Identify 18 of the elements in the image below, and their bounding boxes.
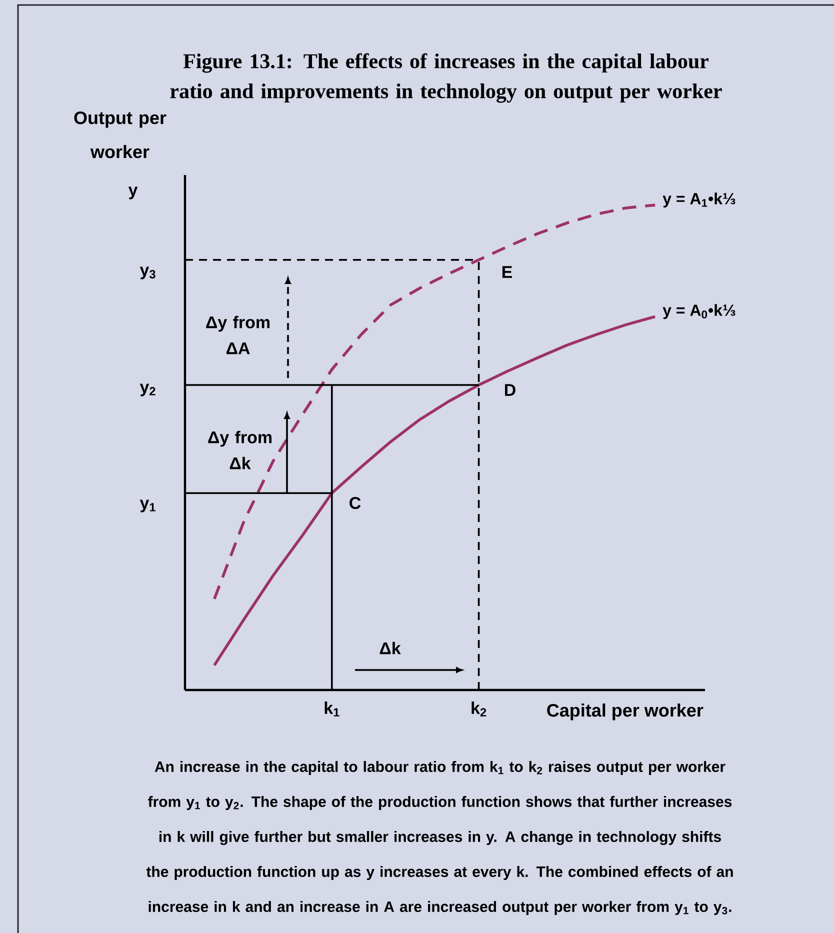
x-tick-label: k$_{1}$ [324, 702, 340, 716]
series-label: y = A$_{0}$•k⅓ [662, 304, 736, 320]
annotation: E [502, 266, 512, 278]
annotation: Δy from Δk [208, 430, 272, 470]
text: y$_{2}$ [140, 384, 156, 396]
series-label: y = A$_{1}$•k⅓ [662, 192, 736, 208]
text: y$_{1}$ [140, 500, 156, 512]
annotation: Δy from ΔA [206, 316, 270, 354]
x-axis-title: Capital per worker [547, 704, 704, 720]
annotation: D [505, 384, 516, 396]
annotation: Δk [380, 642, 401, 654]
text: y [128, 186, 138, 200]
chart-title: Figure 13.1: The effects of increases in the capital labour ratio and improvements in technology on output per worker [170, 53, 722, 103]
x-tick-label: k$_{2}$ [472, 702, 486, 716]
y-axis-title: Output per worker [74, 111, 166, 158]
text: y$_{3}$ [140, 266, 156, 280]
text: An increase in the capital to labour ratio from k$_{1}$ to k$_{2}$ raises output per worker from y$_{1}$ to y$_{2}$. The shape of the production function shows that further increases in k will give further but smaller increases in y. A change in technology shifts the production function up as y increases at every k. The combined effects of an increase in k and an increase in A are increased output per worker from y$_{1}$ to y$_{3}$. [146, 760, 733, 915]
annotation: C [350, 496, 361, 510]
